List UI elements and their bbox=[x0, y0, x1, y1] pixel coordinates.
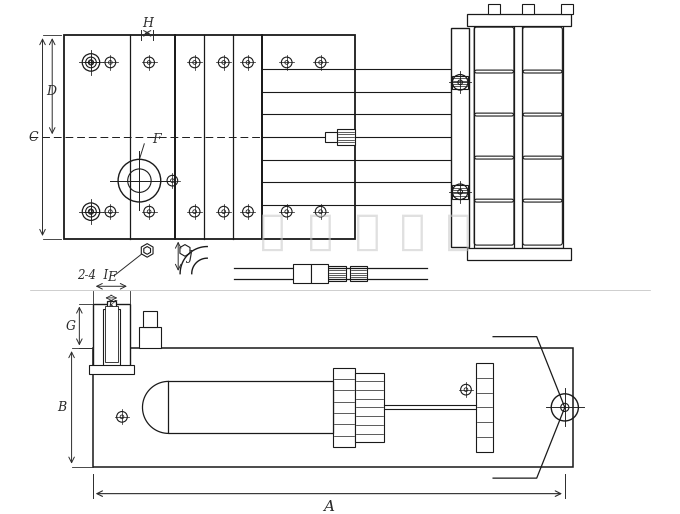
Bar bbox=[561, 4, 573, 14]
Text: 機: 機 bbox=[400, 211, 425, 253]
Bar bbox=[467, 14, 571, 26]
Bar bbox=[522, 4, 534, 14]
Bar bbox=[452, 185, 468, 198]
Bar bbox=[354, 373, 384, 442]
Bar bbox=[452, 76, 468, 89]
Bar bbox=[337, 130, 354, 145]
Text: 普: 普 bbox=[308, 211, 333, 253]
Bar bbox=[474, 26, 514, 248]
Bar bbox=[326, 132, 337, 142]
Text: C: C bbox=[28, 131, 37, 143]
Bar bbox=[522, 26, 563, 248]
Text: J: J bbox=[187, 250, 192, 263]
Bar bbox=[93, 348, 573, 467]
Bar bbox=[467, 248, 571, 260]
Bar bbox=[333, 368, 354, 447]
Text: H: H bbox=[141, 17, 152, 30]
Text: A: A bbox=[324, 500, 335, 514]
Text: B: B bbox=[57, 401, 67, 414]
Bar bbox=[169, 381, 333, 433]
Bar bbox=[488, 4, 500, 14]
Text: G: G bbox=[66, 320, 75, 333]
Bar bbox=[475, 363, 493, 452]
Text: 德: 德 bbox=[355, 211, 379, 253]
Bar bbox=[105, 306, 118, 362]
Bar bbox=[452, 28, 469, 247]
Bar bbox=[139, 327, 160, 348]
Bar bbox=[103, 308, 120, 370]
Bar bbox=[262, 35, 354, 239]
Text: 2-4  I: 2-4 I bbox=[78, 269, 109, 282]
Text: D: D bbox=[46, 84, 56, 98]
Text: F: F bbox=[152, 134, 161, 146]
Bar bbox=[89, 365, 133, 375]
Text: E: E bbox=[107, 271, 116, 284]
Bar bbox=[311, 264, 328, 283]
Bar bbox=[93, 304, 130, 370]
Bar bbox=[350, 266, 367, 282]
Bar bbox=[175, 35, 262, 239]
Bar bbox=[143, 311, 157, 327]
Bar bbox=[294, 264, 311, 283]
Bar bbox=[64, 35, 175, 239]
Bar bbox=[328, 266, 346, 282]
Text: K: K bbox=[107, 300, 116, 313]
Text: 亞: 亞 bbox=[260, 211, 285, 253]
Text: 械: 械 bbox=[445, 211, 471, 253]
